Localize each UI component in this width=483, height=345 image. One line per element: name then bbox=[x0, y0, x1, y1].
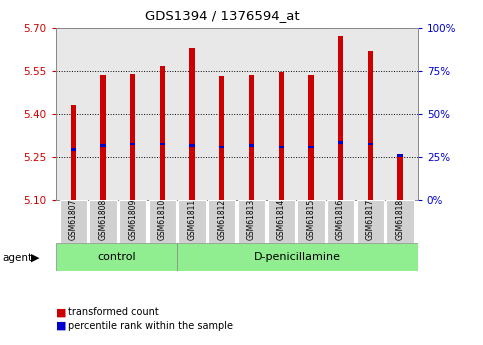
Bar bbox=[398, 154, 403, 157]
Text: GSM61813: GSM61813 bbox=[247, 199, 256, 240]
Bar bbox=[60, 200, 87, 243]
Bar bbox=[338, 141, 343, 144]
Bar bbox=[100, 144, 106, 147]
Text: GDS1394 / 1376594_at: GDS1394 / 1376594_at bbox=[145, 9, 299, 22]
Text: GSM61811: GSM61811 bbox=[187, 199, 197, 240]
Bar bbox=[219, 77, 225, 200]
Bar bbox=[327, 200, 354, 243]
Text: ▶: ▶ bbox=[30, 253, 39, 263]
Text: GSM61816: GSM61816 bbox=[336, 199, 345, 240]
Bar bbox=[100, 75, 106, 200]
Bar bbox=[189, 144, 195, 147]
Bar bbox=[368, 51, 373, 200]
Bar bbox=[249, 144, 254, 147]
Bar bbox=[398, 157, 403, 200]
Bar bbox=[386, 200, 413, 243]
Bar bbox=[208, 200, 236, 243]
Text: GSM61815: GSM61815 bbox=[306, 199, 315, 240]
Text: GSM61812: GSM61812 bbox=[217, 199, 227, 240]
Bar bbox=[356, 200, 384, 243]
Bar bbox=[189, 48, 195, 200]
Bar bbox=[338, 36, 343, 200]
Text: GSM61817: GSM61817 bbox=[366, 199, 375, 240]
Text: GSM61814: GSM61814 bbox=[277, 199, 286, 240]
Bar bbox=[279, 146, 284, 148]
Text: GSM61807: GSM61807 bbox=[69, 199, 78, 240]
Text: control: control bbox=[97, 252, 136, 262]
Bar bbox=[308, 146, 313, 148]
Text: GSM61810: GSM61810 bbox=[158, 199, 167, 240]
Text: D-penicillamine: D-penicillamine bbox=[254, 252, 341, 262]
Bar bbox=[71, 105, 76, 200]
Text: GSM61818: GSM61818 bbox=[396, 199, 404, 240]
Bar bbox=[160, 143, 165, 145]
Bar bbox=[219, 146, 225, 148]
Bar bbox=[149, 200, 176, 243]
Text: transformed count: transformed count bbox=[68, 307, 158, 317]
Bar bbox=[119, 200, 146, 243]
Bar bbox=[268, 200, 295, 243]
Bar bbox=[130, 73, 135, 200]
Text: ■: ■ bbox=[56, 321, 66, 331]
Text: GSM61809: GSM61809 bbox=[128, 199, 137, 240]
Bar bbox=[297, 200, 325, 243]
Bar bbox=[308, 75, 313, 200]
Bar bbox=[177, 243, 418, 271]
Bar bbox=[56, 243, 177, 271]
Bar bbox=[89, 200, 117, 243]
Text: agent: agent bbox=[2, 253, 32, 263]
Bar bbox=[160, 66, 165, 200]
Text: percentile rank within the sample: percentile rank within the sample bbox=[68, 321, 233, 331]
Bar bbox=[71, 148, 76, 151]
Text: ■: ■ bbox=[56, 307, 66, 317]
Bar bbox=[249, 75, 254, 200]
Text: GSM61808: GSM61808 bbox=[99, 199, 108, 240]
Bar bbox=[179, 200, 206, 243]
Bar bbox=[130, 143, 135, 145]
Bar bbox=[238, 200, 265, 243]
Bar bbox=[279, 72, 284, 200]
Bar bbox=[368, 143, 373, 145]
